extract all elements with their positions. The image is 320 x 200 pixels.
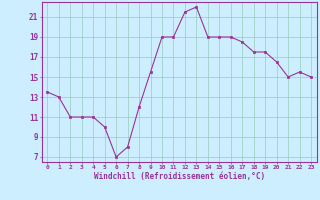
X-axis label: Windchill (Refroidissement éolien,°C): Windchill (Refroidissement éolien,°C) bbox=[94, 172, 265, 181]
